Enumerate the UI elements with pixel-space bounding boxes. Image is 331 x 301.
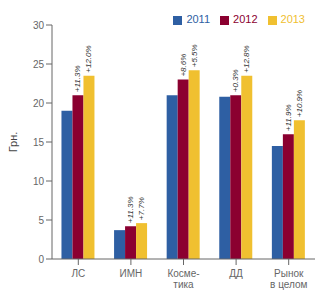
svg-text:+11.3%: +11.3%: [73, 65, 82, 92]
svg-text:ЛС: ЛС: [71, 268, 85, 279]
svg-text:25: 25: [33, 59, 45, 70]
html-text:2012: 2012: [233, 13, 258, 25]
svg-text:30: 30: [33, 20, 45, 31]
svg-text:15: 15: [33, 137, 45, 148]
svg-text:0: 0: [38, 254, 44, 265]
svg-text:10: 10: [33, 176, 45, 187]
html-text:2011: 2011: [186, 13, 210, 25]
svg-text:Грн.: Грн.: [8, 132, 19, 153]
svg-text:20: 20: [33, 98, 45, 109]
svg-text:ИМН: ИМН: [120, 268, 143, 279]
svg-text:Косме-тика: Косме-тика: [167, 268, 199, 290]
svg-text:+12.0%: +12.0%: [84, 45, 93, 72]
svg-text:+0.3%: +0.3%: [231, 69, 240, 92]
svg-text:+11.9%: +11.9%: [284, 104, 293, 131]
svg-text:Рынокв целом: Рынокв целом: [270, 268, 307, 290]
svg-text:+12.8%: +12.8%: [242, 45, 251, 72]
svg-text:+8.6%: +8.6%: [179, 54, 188, 77]
svg-text:+10.9%: +10.9%: [295, 90, 304, 117]
svg-text:5: 5: [38, 215, 44, 226]
svg-text:ДД: ДД: [229, 268, 243, 279]
html-text:2013: 2013: [280, 13, 305, 25]
svg-text:+7.7%: +7.7%: [137, 197, 146, 220]
svg-text:+11.3%: +11.3%: [126, 196, 135, 223]
svg-text:+5.5%: +5.5%: [190, 44, 199, 67]
